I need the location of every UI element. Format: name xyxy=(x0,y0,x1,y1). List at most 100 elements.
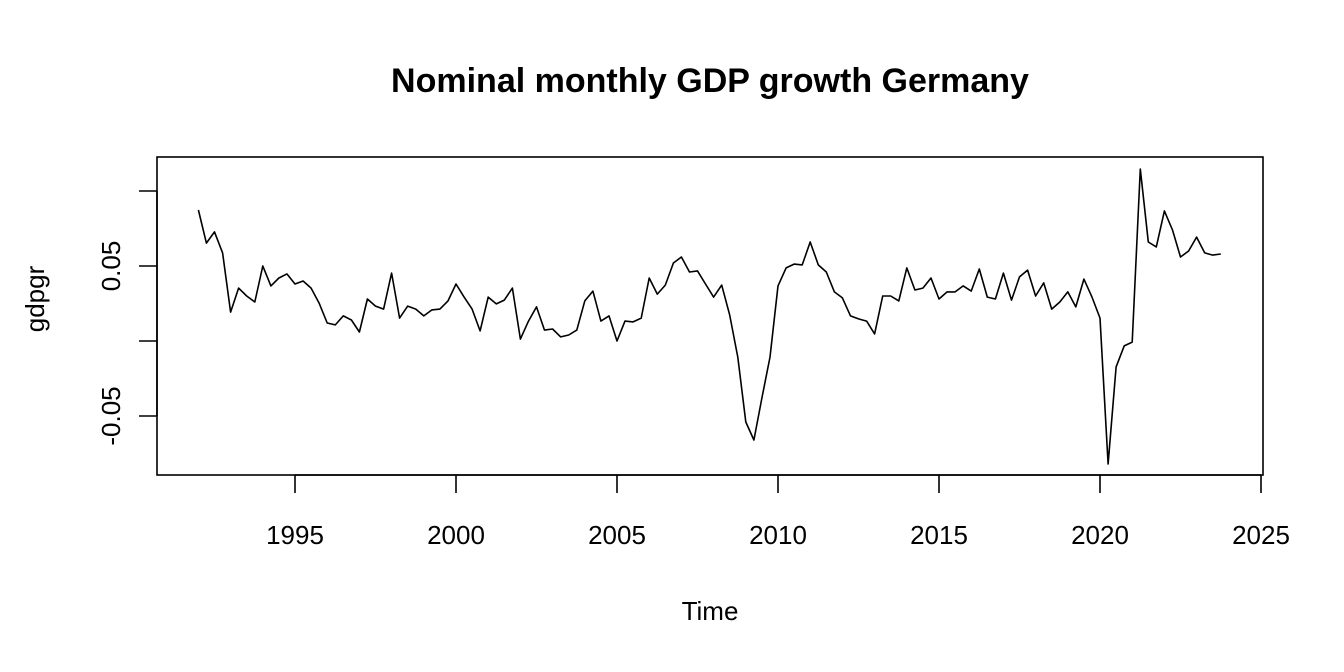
data-point xyxy=(688,270,692,274)
data-point xyxy=(575,328,579,332)
data-point xyxy=(221,251,225,255)
x-tick-label: 2015 xyxy=(910,520,968,550)
data-point xyxy=(374,304,378,308)
data-point xyxy=(655,292,659,296)
data-point xyxy=(615,339,619,343)
data-point xyxy=(196,208,200,212)
data-point xyxy=(977,267,981,271)
series-line-gdpgr xyxy=(197,168,1221,465)
data-point xyxy=(824,270,828,274)
data-point xyxy=(535,305,539,309)
data-point xyxy=(913,288,917,292)
data-point xyxy=(1171,228,1175,232)
data-point xyxy=(905,266,909,270)
data-point xyxy=(213,230,217,234)
data-point xyxy=(1146,240,1150,244)
data-point xyxy=(1211,253,1215,257)
data-point xyxy=(438,307,442,311)
data-point xyxy=(1058,300,1062,304)
data-point xyxy=(832,290,836,294)
data-point xyxy=(591,289,595,293)
x-tick-label: 2000 xyxy=(427,520,485,550)
data-point xyxy=(317,301,321,305)
data-point xyxy=(551,327,555,331)
data-point xyxy=(1195,235,1199,239)
data-point xyxy=(744,420,748,424)
data-point xyxy=(776,284,780,288)
data-point xyxy=(704,282,708,286)
data-points xyxy=(196,167,1222,466)
data-point xyxy=(518,337,522,341)
data-point xyxy=(277,276,281,280)
data-point xyxy=(1138,167,1142,171)
data-point xyxy=(390,271,394,275)
chart-title: Nominal monthly GDP growth Germany xyxy=(391,62,1029,100)
data-point xyxy=(237,286,241,290)
data-point xyxy=(1130,340,1134,344)
data-point xyxy=(1154,245,1158,249)
data-point xyxy=(478,329,482,333)
data-point xyxy=(414,307,418,311)
data-point xyxy=(1203,251,1207,255)
data-point xyxy=(494,302,498,306)
data-point xyxy=(784,266,788,270)
data-point xyxy=(945,290,949,294)
data-point xyxy=(398,316,402,320)
data-point xyxy=(510,286,514,290)
data-point xyxy=(865,319,869,323)
data-point xyxy=(486,295,490,299)
data-point xyxy=(543,328,547,332)
data-point xyxy=(1106,462,1110,466)
data-point xyxy=(816,263,820,267)
data-point xyxy=(1187,249,1191,253)
data-point xyxy=(470,307,474,311)
data-point xyxy=(1082,277,1086,281)
data-point xyxy=(792,262,796,266)
y-axis: -0.05 0.05 xyxy=(96,190,158,446)
data-point xyxy=(382,307,386,311)
data-point xyxy=(889,294,893,298)
data-point xyxy=(631,320,635,324)
data-point xyxy=(462,295,466,299)
data-point xyxy=(921,286,925,290)
data-point xyxy=(1010,298,1014,302)
data-point xyxy=(293,282,297,286)
data-point xyxy=(1034,294,1038,298)
data-point xyxy=(1162,209,1166,213)
data-point xyxy=(623,319,627,323)
data-point xyxy=(357,330,361,334)
data-point xyxy=(736,355,740,359)
y-axis-label: gdpgr xyxy=(20,265,50,332)
data-point xyxy=(929,276,933,280)
data-point xyxy=(229,310,233,314)
data-point xyxy=(422,314,426,318)
data-point xyxy=(599,319,603,323)
data-point xyxy=(406,304,410,308)
data-point xyxy=(881,294,885,298)
data-point xyxy=(849,314,853,318)
data-point xyxy=(857,317,861,321)
x-tick-label: 2025 xyxy=(1232,520,1290,550)
data-point xyxy=(253,300,257,304)
data-point xyxy=(325,321,329,325)
data-point xyxy=(639,316,643,320)
data-point xyxy=(301,279,305,283)
data-point xyxy=(768,355,772,359)
data-point xyxy=(993,297,997,301)
data-point xyxy=(261,264,265,268)
data-point xyxy=(752,438,756,442)
data-point xyxy=(1018,275,1022,279)
data-point xyxy=(365,297,369,301)
data-point xyxy=(527,319,531,323)
data-point xyxy=(245,294,249,298)
data-point xyxy=(663,283,667,287)
data-point xyxy=(607,314,611,318)
data-point xyxy=(1098,316,1102,320)
data-point xyxy=(1179,255,1183,259)
data-point xyxy=(567,333,571,337)
data-point xyxy=(1074,305,1078,309)
data-point xyxy=(1122,344,1126,348)
data-point xyxy=(1090,295,1094,299)
data-point xyxy=(897,299,901,303)
